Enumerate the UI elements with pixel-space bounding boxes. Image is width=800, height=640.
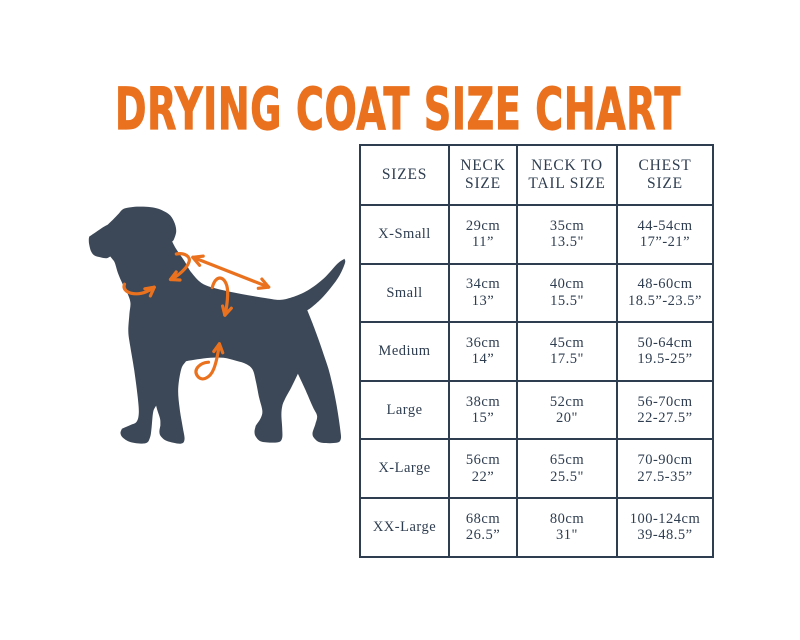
chest-girth-arrowhead-top — [221, 304, 233, 317]
cell-line-in: 15” — [471, 410, 495, 427]
cell-line-cm: 44-54cm — [637, 217, 693, 234]
table-row-xxlarge: XX-Large 68cm 26.5” 80cm 31" 100-124cm 39-4… — [359, 496, 714, 558]
size-table-container: SIZES NECK SIZE NECK TO TAIL SIZE CHEST … — [359, 144, 714, 558]
cell-line-cm: 56-70cm — [637, 393, 693, 410]
chest-girth-arrow-bottom — [194, 342, 221, 381]
cell-line-cm: 34cm — [465, 276, 501, 293]
cell-line-in: 13” — [471, 292, 495, 309]
cell-line-cm: 40cm — [549, 276, 585, 293]
neck-to-tail-cell: 52cm 20" — [516, 379, 618, 441]
neck-girth-arrow-top — [168, 252, 191, 282]
cell-line-in: 31" — [556, 527, 578, 544]
cell-line-in: 15.5" — [550, 292, 584, 309]
cell-line-cm: 52cm — [549, 393, 585, 410]
neck-to-tail-cell: 45cm 17.5" — [516, 321, 618, 382]
cell-line-cm: 70-90cm — [637, 452, 693, 469]
size-table: SIZES NECK SIZE NECK TO TAIL SIZE CHEST … — [359, 144, 714, 558]
dog-measurement-diagram — [88, 206, 346, 444]
neck-to-tail-cell: 65cm 25.5" — [516, 438, 618, 499]
neck-to-tail-arrowhead-left — [191, 254, 205, 267]
cell-line-in: 22-27.5” — [637, 410, 693, 427]
cell-line-cm: 56cm — [465, 452, 501, 469]
cell-line-cm: 36cm — [465, 334, 501, 351]
size-label: Medium — [359, 321, 450, 382]
cell-line-in: 20" — [556, 410, 578, 427]
cell-line-cm: 45cm — [549, 334, 585, 351]
size-label: Small — [359, 262, 450, 324]
neck-to-tail-cell: 40cm 15.5" — [516, 262, 618, 324]
chest-girth-arrowhead-bottom — [212, 342, 225, 355]
neck-to-tail-cell: 35cm 13.5" — [516, 204, 618, 265]
page-title: DRYING COAT SIZE CHART — [115, 75, 681, 143]
col-header-neck-to-tail-size: NECK TO TAIL SIZE — [516, 144, 618, 206]
chest-size-cell: 44-54cm 17”-21” — [616, 204, 714, 265]
chest-girth-arrow-top — [210, 276, 230, 317]
cell-line-cm: 100-124cm — [629, 510, 701, 527]
cell-line-in: 17.5" — [550, 351, 584, 368]
neck-size-cell: 56cm 22” — [448, 438, 518, 499]
cell-line-cm: 68cm — [465, 510, 501, 527]
cell-line-in: 27.5-35” — [637, 468, 693, 485]
col-header-neck-size: NECK SIZE — [448, 144, 518, 206]
neck-to-tail-arrow — [191, 255, 271, 289]
cell-line-in: 25.5" — [550, 468, 584, 485]
neck-to-tail-arrowhead-right — [256, 277, 271, 290]
neck-size-cell: 34cm 13” — [448, 262, 518, 324]
col-header-sizes: SIZES — [359, 144, 450, 206]
cell-line-in: 22” — [471, 468, 495, 485]
cell-line-cm: 35cm — [549, 217, 585, 234]
chest-size-cell: 56-70cm 22-27.5” — [616, 379, 714, 441]
dog-silhouette — [88, 206, 346, 444]
table-row-large: Large 38cm 15” 52cm 20" 56-70cm 22-27.5” — [359, 379, 714, 441]
neck-to-tail-cell: 80cm 31" — [516, 496, 618, 558]
size-label: Large — [359, 379, 450, 441]
neck-size-cell: 29cm 11” — [448, 204, 518, 265]
table-row-xsmall: X-Small 29cm 11” 35cm 13.5" 44-54cm 17”-21” — [359, 204, 714, 265]
size-label: XX-Large — [359, 496, 450, 558]
neck-girth-arrow-bottom — [122, 282, 156, 296]
cell-line-cm: 50-64cm — [637, 334, 693, 351]
cell-line-in: 11” — [472, 234, 494, 251]
cell-line-cm: 80cm — [549, 510, 585, 527]
size-label: X-Small — [359, 204, 450, 265]
col-header-chest-size: CHEST SIZE — [616, 144, 714, 206]
cell-line-in: 19.5-25” — [637, 351, 693, 368]
cell-line-in: 17”-21” — [639, 234, 691, 251]
cell-line-in: 14” — [471, 351, 495, 368]
cell-line-in: 13.5" — [550, 234, 584, 251]
neck-size-cell: 38cm 15” — [448, 379, 518, 441]
neck-girth-arrowhead-bottom — [143, 285, 156, 298]
table-row-small: Small 34cm 13” 40cm 15.5" 48-60cm 18.5”-23.… — [359, 262, 714, 324]
table-row-medium: Medium 36cm 14” 45cm 17.5" 50-64cm 19.5-25” — [359, 321, 714, 382]
cell-line-cm: 29cm — [465, 217, 501, 234]
neck-size-cell: 36cm 14” — [448, 321, 518, 382]
cell-line-in: 39-48.5” — [637, 527, 693, 544]
chest-size-cell: 70-90cm 27.5-35” — [616, 438, 714, 499]
cell-line-cm: 65cm — [549, 452, 585, 469]
page-title-graphic: DRYING COAT SIZE CHART — [114, 74, 681, 143]
neck-girth-arrowhead-top — [168, 270, 182, 282]
neck-size-cell: 68cm 26.5” — [448, 496, 518, 558]
cell-line-in: 26.5” — [465, 527, 501, 544]
chest-size-cell: 48-60cm 18.5”-23.5” — [616, 262, 714, 324]
table-row-xlarge: X-Large 56cm 22” 65cm 25.5" 70-90cm 27.5-35… — [359, 438, 714, 499]
chest-size-cell: 100-124cm 39-48.5” — [616, 496, 714, 558]
cell-line-in: 18.5”-23.5” — [628, 292, 702, 309]
table-header-row: SIZES NECK SIZE NECK TO TAIL SIZE CHEST … — [359, 144, 714, 206]
cell-line-cm: 48-60cm — [637, 276, 693, 293]
cell-line-cm: 38cm — [465, 393, 501, 410]
size-label: X-Large — [359, 438, 450, 499]
chest-size-cell: 50-64cm 19.5-25” — [616, 321, 714, 382]
